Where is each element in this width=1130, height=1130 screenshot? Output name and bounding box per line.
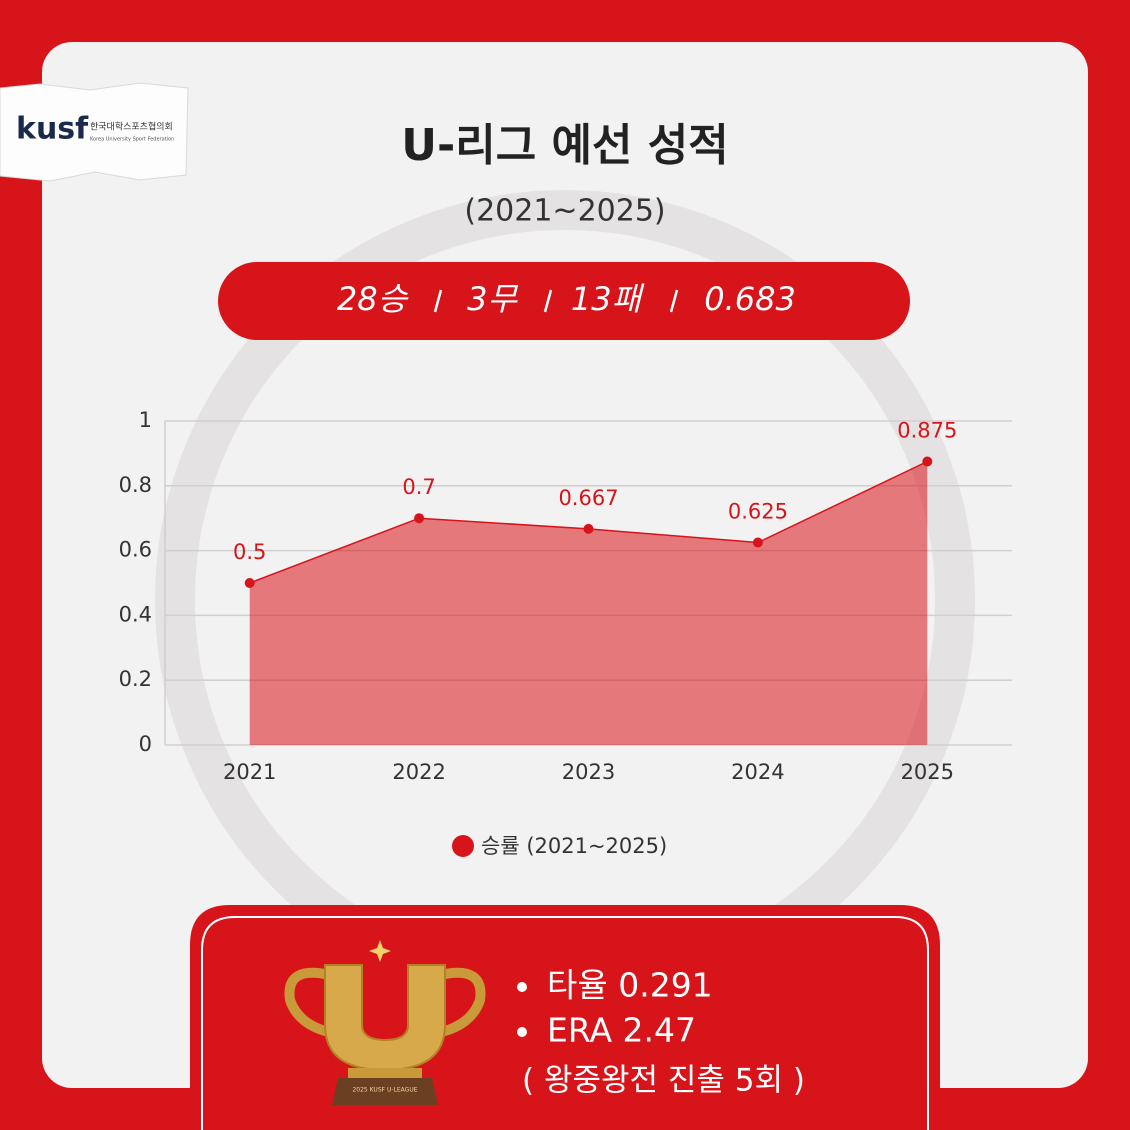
x-tick-label: 2023 <box>562 760 615 784</box>
y-tick-label: 0.8 <box>119 473 152 497</box>
stats-border <box>201 916 929 1130</box>
legend-marker <box>452 835 474 857</box>
record-separator <box>543 289 553 313</box>
x-tick-label: 2021 <box>223 760 276 784</box>
bullet <box>517 1027 527 1037</box>
point <box>244 578 255 588</box>
trophy: 2025 KUSF U-LEAGUE <box>284 940 486 1105</box>
logo-paper <box>0 82 189 182</box>
point <box>583 523 594 534</box>
y-tick-label: 0.6 <box>119 538 152 562</box>
record-pill <box>218 262 910 340</box>
subtitle: (2021~2025) <box>464 194 665 229</box>
record-item: 3무 <box>467 280 518 318</box>
point <box>414 513 425 524</box>
logo-name-ko: 한국대학스포츠협의회 <box>90 121 173 133</box>
stat-note: ( 왕중왕전 진출 5회 ) <box>522 1063 805 1099</box>
trophy-handle <box>424 967 486 1040</box>
record-separator <box>669 289 679 313</box>
trophy-base <box>332 1078 438 1105</box>
record-item: 28승 <box>337 280 409 318</box>
y-tick-label: 0.2 <box>119 667 152 691</box>
stat-item: ERA 2.47 <box>547 1011 696 1050</box>
data-label: 0.5 <box>233 540 266 564</box>
data-label: 0.7 <box>402 475 435 499</box>
record-separator <box>433 289 443 313</box>
trophy-stem <box>348 1068 422 1078</box>
stats: 타율 0.291 ERA 2.47 ( 왕중왕전 진출 5회 ) <box>517 966 805 1099</box>
title: U-리그 예선 성적 <box>401 120 729 171</box>
bullet <box>517 982 527 992</box>
y-tick-label: 0.4 <box>119 602 152 626</box>
data-label: 0.625 <box>728 500 788 524</box>
logo-mark: kusf <box>16 112 89 147</box>
y-tick-label: 0 <box>139 732 152 756</box>
data-label: 0.667 <box>558 486 618 510</box>
record-item: 0.683 <box>704 280 796 318</box>
logo-name-en: Korea University Sport Federation <box>90 137 174 143</box>
stat-item: 타율 0.291 <box>547 966 713 1005</box>
x-tick-label: 2024 <box>731 760 784 784</box>
record: 28승 3무 13패 0.683 <box>337 280 796 318</box>
x-tick-label: 2022 <box>392 760 445 784</box>
chart: 0 0.2 0.4 0.6 0.8 1 2021 2022 2023 2024 2025 0.5 0.7… <box>119 408 1012 858</box>
x-tick-label: 2025 <box>901 760 954 784</box>
point <box>922 456 933 467</box>
y-tick-label: 1 <box>139 408 152 432</box>
sparkle <box>369 940 391 962</box>
record-item: 13패 <box>571 280 645 318</box>
trophy-cup <box>324 964 446 1072</box>
point <box>752 537 763 548</box>
trophy-label: 2025 KUSF U-LEAGUE <box>352 1087 417 1094</box>
area <box>249 461 928 745</box>
trophy-handle <box>284 967 346 1040</box>
legend-label: 승률 (2021~2025) <box>481 834 667 858</box>
data-label: 0.875 <box>897 419 957 443</box>
